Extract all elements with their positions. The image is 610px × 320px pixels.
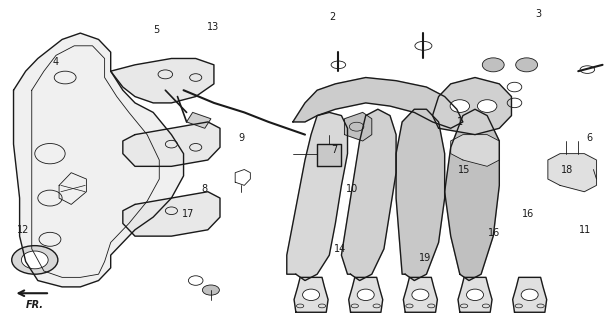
Text: 15: 15 [458, 164, 470, 174]
Ellipse shape [521, 289, 538, 300]
Ellipse shape [478, 100, 497, 112]
Text: 14: 14 [334, 244, 346, 254]
Ellipse shape [467, 289, 484, 300]
Polygon shape [548, 154, 597, 192]
Ellipse shape [450, 100, 470, 112]
Ellipse shape [483, 58, 504, 72]
Polygon shape [287, 112, 348, 281]
Text: 5: 5 [153, 25, 159, 35]
Polygon shape [458, 277, 492, 312]
Text: 17: 17 [182, 209, 195, 219]
Text: 1: 1 [457, 117, 463, 127]
Polygon shape [451, 135, 500, 166]
Text: FR.: FR. [26, 300, 44, 309]
Polygon shape [396, 109, 445, 281]
Polygon shape [342, 109, 396, 281]
Polygon shape [294, 277, 328, 312]
Text: 3: 3 [536, 9, 542, 19]
Polygon shape [123, 192, 220, 236]
Text: 16: 16 [489, 228, 501, 238]
Polygon shape [445, 109, 500, 281]
Ellipse shape [412, 289, 429, 300]
Polygon shape [317, 144, 342, 166]
Text: 16: 16 [522, 209, 534, 219]
Text: 12: 12 [16, 225, 29, 235]
Ellipse shape [357, 289, 374, 300]
Polygon shape [512, 277, 547, 312]
Text: 11: 11 [580, 225, 592, 235]
Text: 10: 10 [346, 184, 359, 194]
Polygon shape [110, 59, 214, 103]
Text: 6: 6 [586, 133, 592, 143]
Polygon shape [403, 277, 437, 312]
Polygon shape [432, 77, 511, 135]
Polygon shape [123, 122, 220, 166]
Text: 18: 18 [561, 164, 573, 174]
Polygon shape [13, 33, 184, 287]
Polygon shape [349, 277, 382, 312]
Ellipse shape [21, 251, 48, 269]
Text: 7: 7 [331, 146, 337, 156]
Text: 9: 9 [238, 133, 244, 143]
Text: 4: 4 [53, 57, 59, 67]
Polygon shape [187, 112, 211, 128]
Ellipse shape [203, 285, 220, 295]
Ellipse shape [12, 246, 58, 274]
Text: 8: 8 [202, 184, 208, 194]
Ellipse shape [303, 289, 320, 300]
Polygon shape [293, 77, 463, 128]
Text: 2: 2 [329, 12, 336, 22]
Ellipse shape [515, 58, 537, 72]
Text: 13: 13 [207, 22, 219, 32]
Text: 19: 19 [419, 253, 431, 263]
Polygon shape [345, 112, 371, 141]
